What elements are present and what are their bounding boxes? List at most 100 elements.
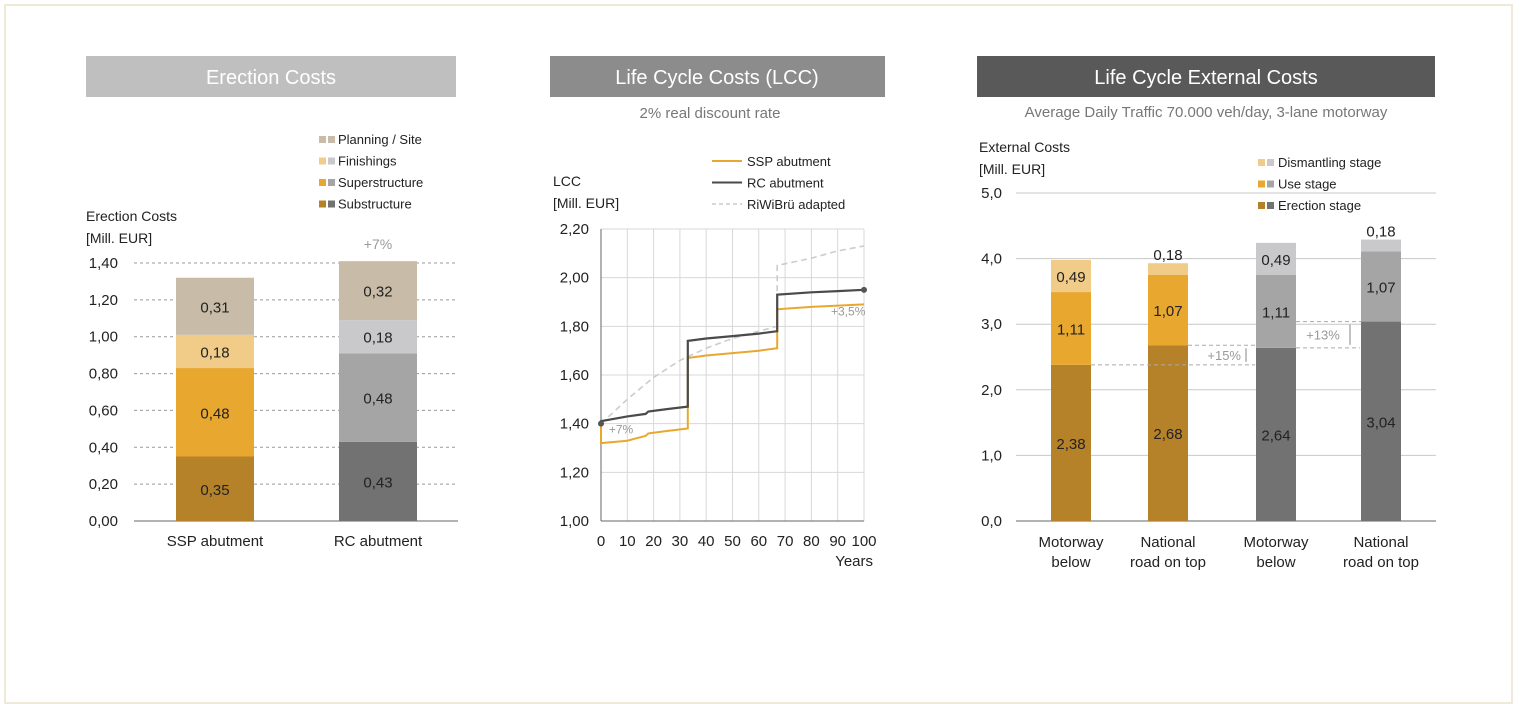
bar-segment-use-stage (1051, 292, 1091, 365)
annotation-diff-rc: +13% (1306, 328, 1340, 343)
x-tick-label: 100 (851, 533, 876, 550)
y-tick-label: 4,0 (981, 251, 1002, 268)
erection-costs-chart: Erection Costs [Mill. EUR] 0,00 0,20 0,40 0,6… (86, 132, 458, 550)
x-tick-label: road on top (1343, 554, 1419, 571)
bar-segment-use-stage (1361, 251, 1401, 322)
panel-subtitle-external: Average Daily Traffic 70.000 veh/day, 3-… (1025, 104, 1388, 121)
data-label: 2,68 (1153, 426, 1182, 443)
legend-swatch (319, 200, 326, 208)
y-tick-label: 2,00 (560, 270, 589, 287)
data-label: 1,11 (1057, 321, 1085, 338)
bar-segment-erection-stage (1051, 364, 1091, 521)
data-label: 2,64 (1261, 427, 1290, 444)
legend-swatch (328, 200, 335, 208)
start-marker (598, 420, 604, 427)
x-tick-label: below (1051, 554, 1090, 571)
data-label: 0,48 (200, 405, 229, 422)
x-tick-label: 10 (619, 533, 636, 550)
x-tick-label: 50 (724, 533, 741, 550)
x-tick-label: RC abutment (334, 533, 423, 550)
data-label: 0,49 (1056, 269, 1085, 286)
bar-segment-substructure (339, 441, 417, 521)
annotation-start: +7% (609, 422, 634, 436)
bar-segment-dismantling-stage (1051, 259, 1091, 293)
x-tick-label: below (1256, 554, 1295, 571)
x-tick-label: 60 (750, 533, 767, 550)
y-axis-unit: [Mill. EUR] (979, 161, 1045, 177)
bar-segment-finishings (339, 320, 417, 354)
legend-label: Planning / Site (338, 132, 422, 147)
panel-title-erection: Erection Costs (206, 67, 336, 89)
data-label: 0,18 (1153, 247, 1182, 264)
y-tick-label: 0,60 (89, 402, 118, 419)
data-label: 0,43 (363, 474, 392, 491)
x-tick-label: road on top (1130, 554, 1206, 571)
y-tick-label: 1,00 (560, 513, 589, 530)
legend-swatch (1267, 159, 1274, 166)
data-label: 1,07 (1366, 279, 1395, 296)
panel-subtitle-lcc: 2% real discount rate (640, 105, 781, 122)
end-marker (861, 286, 867, 293)
y-tick-label: 1,40 (560, 416, 589, 433)
legend-label: SSP abutment (747, 154, 831, 169)
data-label: 0,18 (1366, 224, 1395, 241)
legend-label: RC abutment (747, 176, 824, 191)
x-tick-label: National (1140, 534, 1195, 551)
x-tick-label: 40 (698, 533, 715, 550)
legend-label: Substructure (338, 197, 412, 212)
x-tick-label: 0 (597, 533, 605, 550)
y-tick-label: 1,60 (560, 367, 589, 384)
data-label: 2,38 (1056, 436, 1085, 453)
y-tick-label: 1,00 (89, 329, 118, 346)
annotation-diff-ssp: +15% (1207, 348, 1241, 363)
data-label: 0,31 (200, 299, 229, 316)
external-costs-chart: External Costs [Mill. EUR] 0,0 1,0 2,0 3,0 4,0… (979, 139, 1436, 571)
y-tick-label: 0,80 (89, 366, 118, 383)
y-axis-label: External Costs (979, 139, 1070, 155)
bar-segment-dismantling-stage (1148, 263, 1188, 275)
bar-segment-erection-stage (1148, 345, 1188, 521)
x-tick-label: 90 (829, 533, 846, 550)
x-tick-label: 70 (777, 533, 794, 550)
legend-swatch (319, 136, 326, 143)
bar-segment-dismantling-stage (1361, 239, 1401, 252)
bar-segment-planning-site (339, 261, 417, 321)
data-label: 1,11 (1262, 304, 1290, 321)
data-label: 3,04 (1366, 414, 1395, 431)
legend-swatch (1267, 180, 1274, 188)
data-label: 0,18 (200, 344, 229, 361)
bar-segment-dismantling-stage (1256, 242, 1296, 275)
y-tick-label: 0,40 (89, 439, 118, 456)
data-label: 0,18 (363, 330, 392, 347)
panel-header-erection (86, 56, 456, 97)
panel-header-lcc (550, 56, 885, 97)
x-axis-label: Years (835, 553, 873, 570)
x-tick-label: 20 (645, 533, 662, 550)
data-label: 0,32 (363, 284, 392, 301)
y-axis-unit: [Mill. EUR] (86, 230, 152, 246)
legend-swatch (319, 157, 326, 165)
panel-title-lcc: Life Cycle Costs (LCC) (615, 67, 818, 89)
legend-label: Erection stage (1278, 198, 1361, 213)
y-tick-label: 1,40 (89, 255, 118, 272)
bar-segment-superstructure (176, 368, 254, 457)
lcc-chart: LCC [Mill. EUR] 1,00 1,20 1,40 1,60 1,80 2,00 2,… (553, 154, 877, 570)
line-series-rc-abutment (599, 288, 865, 424)
data-label: 1,07 (1153, 303, 1182, 320)
x-tick-label: 80 (803, 533, 820, 550)
legend-swatch (1258, 202, 1265, 209)
legend-label: Dismantling stage (1278, 155, 1381, 170)
bar-segment-use-stage (1256, 275, 1296, 348)
legend-swatch (328, 157, 335, 165)
y-tick-label: 0,20 (89, 476, 118, 493)
y-tick-label: 1,20 (560, 464, 589, 481)
panel-title-external: Life Cycle External Costs (1094, 67, 1317, 89)
y-axis-unit: [Mill. EUR] (553, 195, 619, 211)
data-label: 0,49 (1261, 252, 1290, 269)
y-tick-label: 5,0 (981, 185, 1002, 202)
y-tick-label: 0,00 (89, 513, 118, 530)
data-label: 0,35 (200, 482, 229, 499)
legend-swatch (319, 179, 326, 186)
y-tick-label: 1,20 (89, 292, 118, 309)
legend-swatch (1267, 202, 1274, 209)
